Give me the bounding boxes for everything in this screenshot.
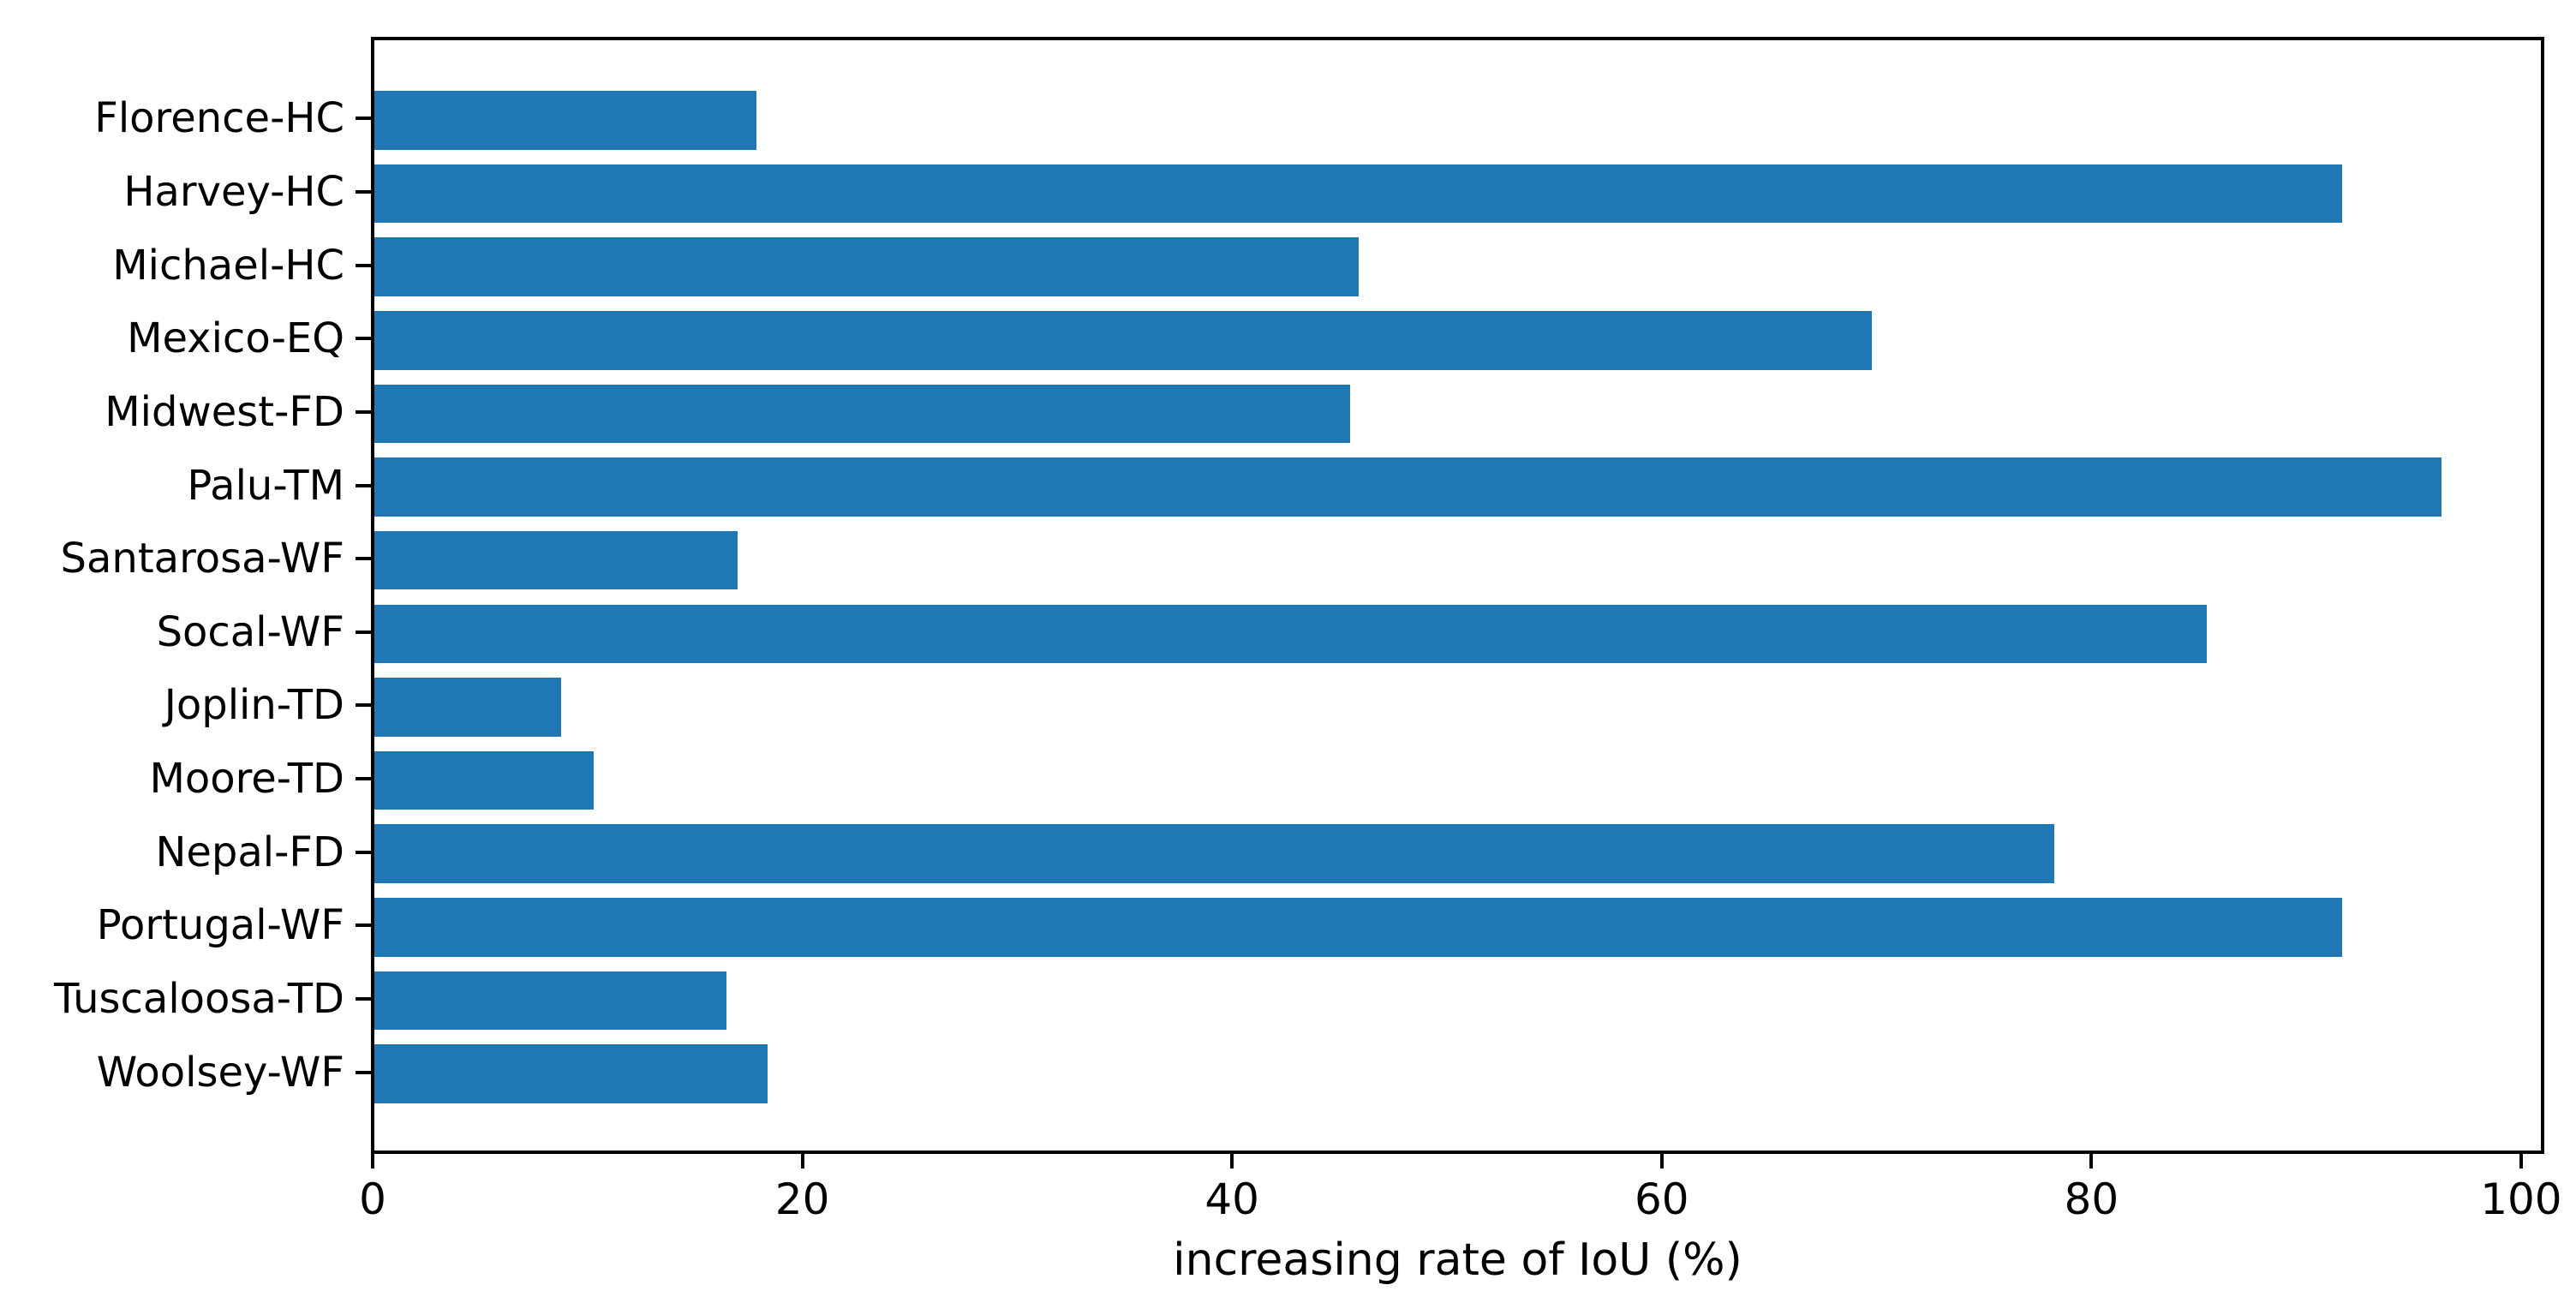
y-tick-label-harvey-hc: Harvey-HC [123, 167, 344, 216]
y-tick-label-mexico-eq: Mexico-EQ [127, 314, 344, 363]
y-tick-palu-tm [356, 483, 373, 487]
y-tick-moore-td [356, 777, 373, 781]
y-tick-nepal-fd [356, 850, 373, 854]
y-tick-label-portugal-wf: Portugal-WF [96, 901, 344, 950]
bar-harvey-hc [374, 164, 2343, 224]
bar-socal-wf [374, 604, 2208, 664]
bar-michael-hc [374, 237, 1359, 296]
y-tick-portugal-wf [356, 923, 373, 928]
x-tick-label-60: 60 [1634, 1175, 1689, 1224]
y-tick-harvey-hc [356, 189, 373, 194]
bar-mexico-eq [374, 311, 1873, 370]
y-tick-joplin-td [356, 703, 373, 708]
y-tick-mexico-eq [356, 337, 373, 341]
y-tick-socal-wf [356, 630, 373, 634]
plot-area [371, 37, 2544, 1154]
x-axis-label: increasing rate of IoU (%) [1173, 1234, 1742, 1286]
bar-palu-tm [374, 457, 2442, 517]
x-tick-label-80: 80 [2064, 1175, 2119, 1224]
x-tick-0 [371, 1152, 374, 1169]
bar-portugal-wf [374, 898, 2343, 957]
y-tick-woolsey-wf [356, 1070, 373, 1074]
y-tick-label-moore-td: Moore-TD [149, 755, 344, 804]
x-tick-label-20: 20 [774, 1175, 830, 1224]
bar-nepal-fd [374, 824, 2055, 883]
y-tick-label-michael-hc: Michael-HC [112, 241, 344, 290]
y-tick-label-woolsey-wf: Woolsey-WF [96, 1048, 344, 1097]
y-tick-label-socal-wf: Socal-WF [156, 607, 344, 656]
bar-joplin-td [374, 678, 562, 737]
y-tick-label-santarosa-wf: Santarosa-WF [60, 535, 344, 583]
x-tick-label-40: 40 [1204, 1175, 1259, 1224]
y-tick-michael-hc [356, 263, 373, 267]
y-tick-tuscaloosa-td [356, 997, 373, 1001]
bar-woolsey-wf [374, 1044, 768, 1103]
x-tick-label-0: 0 [359, 1175, 386, 1224]
x-tick-100 [2519, 1152, 2523, 1169]
bar-florence-hc [374, 91, 757, 150]
x-tick-label-100: 100 [2480, 1175, 2562, 1224]
x-tick-40 [1230, 1152, 1234, 1169]
x-tick-60 [1659, 1152, 1664, 1169]
y-tick-label-florence-hc: Florence-HC [94, 94, 344, 143]
y-tick-label-tuscaloosa-td: Tuscaloosa-TD [54, 975, 344, 1023]
x-tick-20 [800, 1152, 804, 1169]
y-tick-label-nepal-fd: Nepal-FD [155, 828, 344, 876]
bar-midwest-fd [374, 384, 1350, 444]
y-tick-label-midwest-fd: Midwest-FD [105, 387, 344, 436]
bar-moore-td [374, 750, 594, 810]
y-tick-midwest-fd [356, 409, 373, 414]
y-tick-label-joplin-td: Joplin-TD [164, 681, 344, 730]
y-tick-santarosa-wf [356, 557, 373, 561]
bar-tuscaloosa-td [374, 971, 727, 1031]
bar-santarosa-wf [374, 530, 738, 590]
y-tick-florence-hc [356, 117, 373, 121]
y-tick-label-palu-tm: Palu-TM [187, 461, 344, 510]
x-tick-80 [2089, 1152, 2094, 1169]
